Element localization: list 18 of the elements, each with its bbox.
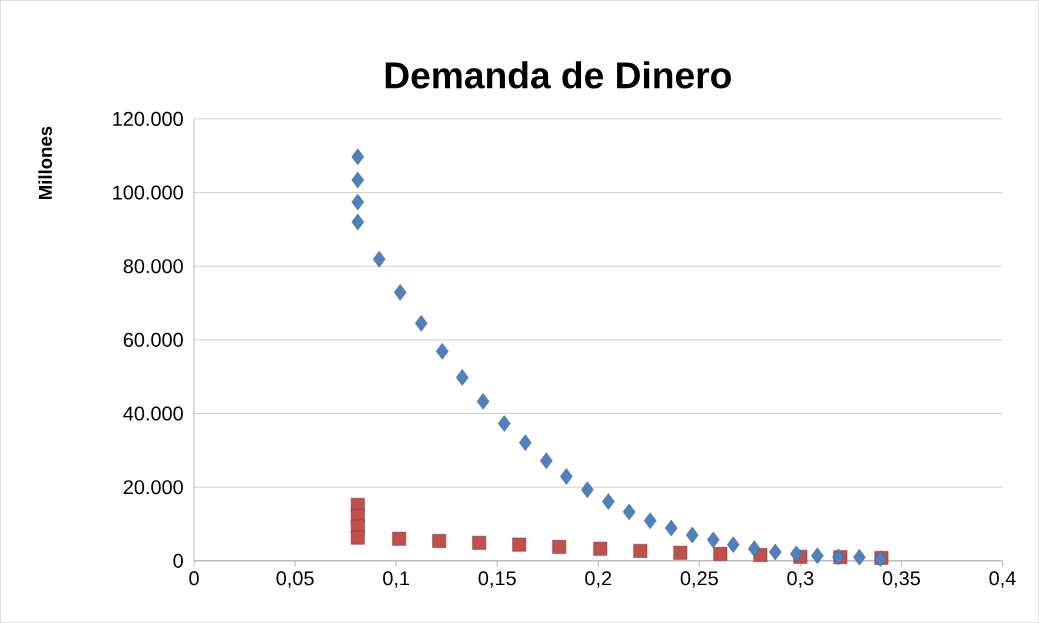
x-tick-label: 0,1 xyxy=(383,571,410,588)
x-tick-label: 0,2 xyxy=(585,571,612,588)
x-tick-label: 0,05 xyxy=(276,571,314,588)
x-tick-label: 0,3 xyxy=(787,571,814,588)
y-tick-label: 40.000 xyxy=(123,406,183,421)
y-tick-label: 60.000 xyxy=(123,332,183,347)
y-tick-label: 80.000 xyxy=(123,259,183,274)
chart-title: Demanda de Dinero xyxy=(385,61,731,89)
x-tick-label: 0,4 xyxy=(989,571,1016,588)
x-tick-label: 0,15 xyxy=(478,571,516,588)
x-tick-label: 0 xyxy=(189,571,199,586)
x-tick-label: 0,25 xyxy=(680,571,718,588)
x-tick-label: 0,35 xyxy=(882,571,920,588)
y-tick-label: 120.000 xyxy=(113,111,183,126)
y-axis-title: Millones xyxy=(38,126,52,199)
y-tick-label: 0 xyxy=(173,553,183,568)
y-tick-label: 20.000 xyxy=(123,480,183,495)
y-tick-label: 100.000 xyxy=(113,185,183,200)
